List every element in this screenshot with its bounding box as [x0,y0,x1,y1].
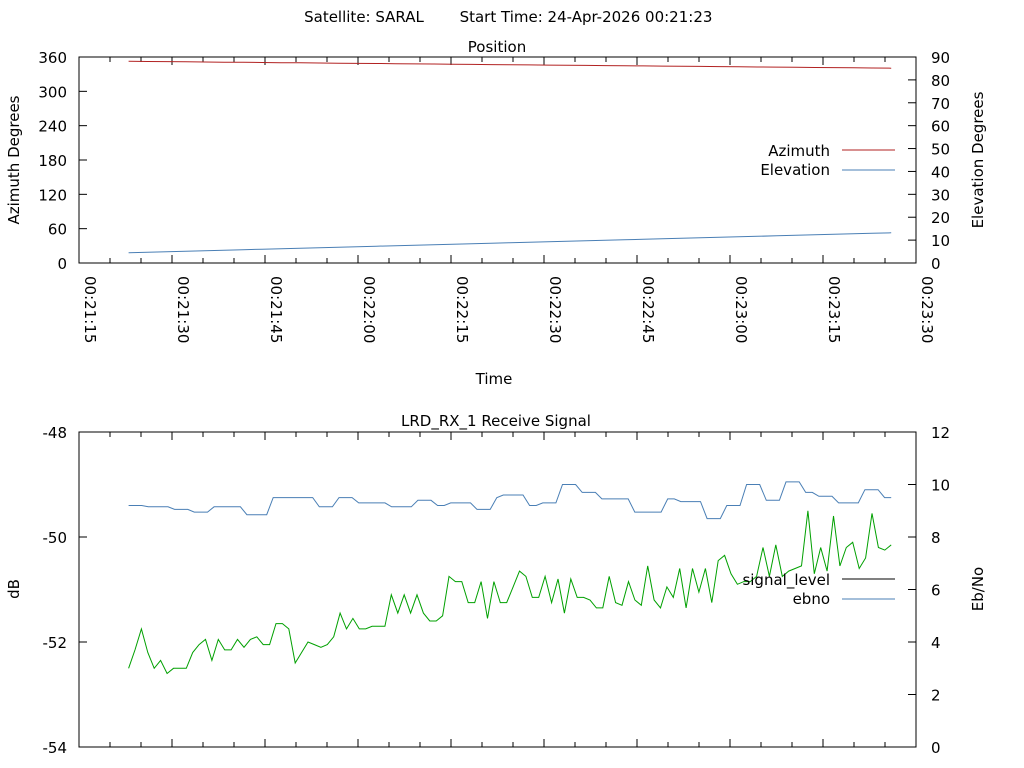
azimuth-tick-label: 180 [38,152,67,170]
azimuth-series-line [128,60,892,69]
azimuth-tick-label: 360 [38,49,67,67]
time-tick-label: 00:22:30 [546,276,564,343]
position-tick-marks [78,56,917,264]
time-tick-label: 00:22:15 [453,276,471,343]
db-tick-label: -48 [43,424,68,442]
legend-signal-level-label: signal_level [742,571,830,590]
legend-azimuth-label: Azimuth [768,142,830,160]
azimuth-tick-label: 120 [38,186,67,204]
signal-plot-frame [78,431,917,748]
elevation-tick-label: 40 [931,163,950,181]
ebno-tick-label: 4 [931,634,941,652]
start-time-label: Start Time: 24-Apr-2026 00:21:23 [460,8,713,26]
ebno-axis-tick-labels: 0 2 4 6 8 10 12 [931,424,950,757]
ebno-tick-label: 10 [931,477,950,495]
time-tick-label: 00:22:00 [360,276,378,343]
elevation-tick-label: 20 [931,209,950,227]
elevation-series-line [128,232,892,254]
time-axis-label: Time [475,370,513,388]
elevation-tick-label: 60 [931,118,950,136]
elevation-tick-label: 0 [931,255,941,273]
signal-chart-title: LRD_RX_1 Receive Signal [401,412,591,431]
position-legend: Azimuth Elevation [760,142,895,179]
time-tick-label: 00:23:30 [918,276,936,343]
legend-ebno-label: ebno [793,590,830,608]
azimuth-tick-label: 60 [48,221,67,239]
ebno-tick-label: 2 [931,687,941,705]
db-axis-label: dB [5,579,23,599]
time-tick-label: 00:22:45 [639,276,657,343]
time-tick-label: 00:21:45 [267,276,285,343]
time-tick-label: 00:23:00 [732,276,750,343]
azimuth-tick-label: 240 [38,118,67,136]
ebno-axis-label: Eb/No [969,567,987,611]
position-chart: Position 0 60 120 180 240 300 360 0 10 20 30 40 50 6… [5,38,987,388]
time-axis-tick-labels: 00:21:15 00:21:30 00:21:45 00:22:00 00:22:15… [81,276,936,343]
ebno-series-line [128,481,892,520]
elevation-axis-label: Elevation Degrees [969,91,987,228]
green-series-line [128,510,892,675]
satellite-label: Satellite: SARAL [304,8,424,26]
time-tick-label: 00:23:15 [825,276,843,343]
db-axis-tick-labels: -54 -52 -50 -48 [43,424,68,757]
elevation-tick-label: 10 [931,232,950,250]
position-plot-frame [78,56,917,264]
elevation-tick-label: 90 [931,49,950,67]
signal-tick-marks [78,431,917,748]
time-tick-label: 00:21:30 [174,276,192,343]
elevation-tick-label: 70 [931,95,950,113]
elevation-tick-label: 80 [931,72,950,90]
ebno-tick-label: 6 [931,582,941,600]
azimuth-tick-label: 0 [57,255,67,273]
ebno-tick-label: 12 [931,424,950,442]
signal-legend: signal_level ebno [742,571,895,608]
ebno-tick-label: 8 [931,529,941,547]
azimuth-axis-label: Azimuth Degrees [5,95,23,224]
db-tick-label: -50 [43,529,68,547]
azimuth-axis-tick-labels: 0 60 120 180 240 300 360 [38,49,67,273]
ebno-tick-label: 0 [931,739,941,757]
db-tick-label: -52 [43,634,68,652]
db-tick-label: -54 [43,739,68,757]
elevation-tick-label: 30 [931,186,950,204]
position-chart-title: Position [468,38,526,56]
elevation-tick-label: 50 [931,141,950,159]
legend-elevation-label: Elevation [760,161,830,179]
azimuth-tick-label: 300 [38,83,67,101]
signal-chart: LRD_RX_1 Receive Signal -54 -52 -50 -48 0 2 4… [5,412,987,757]
elevation-axis-tick-labels: 0 10 20 30 40 50 60 70 80 90 [931,49,950,273]
time-tick-label: 00:21:15 [81,276,99,343]
